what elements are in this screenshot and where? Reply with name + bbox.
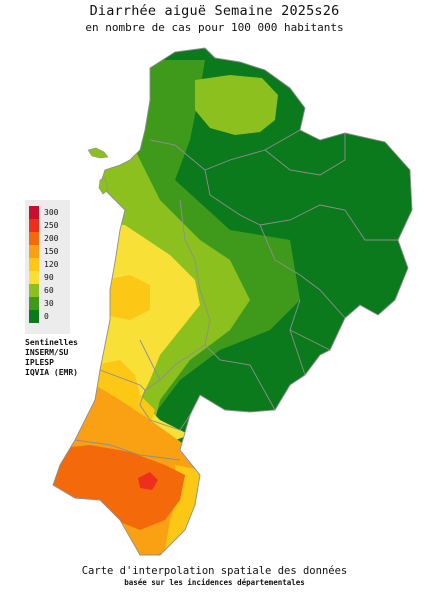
color-scale-legend: 300 250 200 150 120 90 60 30 0 [25, 200, 70, 334]
atlantic-islands [87, 147, 109, 195]
legend-swatch [29, 310, 39, 323]
legend-label: 200 [44, 234, 59, 243]
legend-label: 0 [44, 312, 49, 321]
legend-label: 300 [44, 208, 59, 217]
legend-label: 150 [44, 247, 59, 256]
map-subtitle: en nombre de cas pour 100 000 habitants [85, 21, 344, 34]
legend-swatch [29, 271, 39, 284]
legend-label: 250 [44, 221, 59, 230]
legend-label: 90 [44, 273, 54, 282]
legend-swatch [29, 284, 39, 297]
source-iplesp: IPLESP [25, 358, 54, 367]
data-sources: Sentinelles INSERM/SU IPLESP IQVIA (EMR) [25, 338, 78, 378]
legend-swatch [29, 232, 39, 245]
source-sentinelles: Sentinelles [25, 338, 78, 347]
legend-label: 30 [44, 299, 54, 308]
map-title: Diarrhée aiguë Semaine 2025s26 [89, 3, 340, 19]
source-inserm: INSERM/SU [25, 348, 69, 357]
legend-swatch [29, 258, 39, 271]
legend-label: 120 [44, 260, 59, 269]
legend-swatch [29, 245, 39, 258]
department-boundaries [52, 47, 413, 556]
source-iqvia: IQVIA (EMR) [25, 368, 78, 377]
legend-swatch [29, 206, 39, 219]
footer-subcaption: basée sur les incidences départementales [124, 578, 305, 587]
legend-swatch [29, 219, 39, 232]
footer-caption: Carte d'interpolation spatiale des donné… [81, 565, 348, 577]
legend-label: 60 [44, 286, 54, 295]
legend-swatch [29, 297, 39, 310]
